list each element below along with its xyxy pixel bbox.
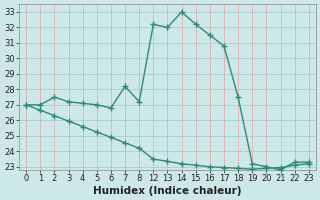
- X-axis label: Humidex (Indice chaleur): Humidex (Indice chaleur): [93, 186, 242, 196]
